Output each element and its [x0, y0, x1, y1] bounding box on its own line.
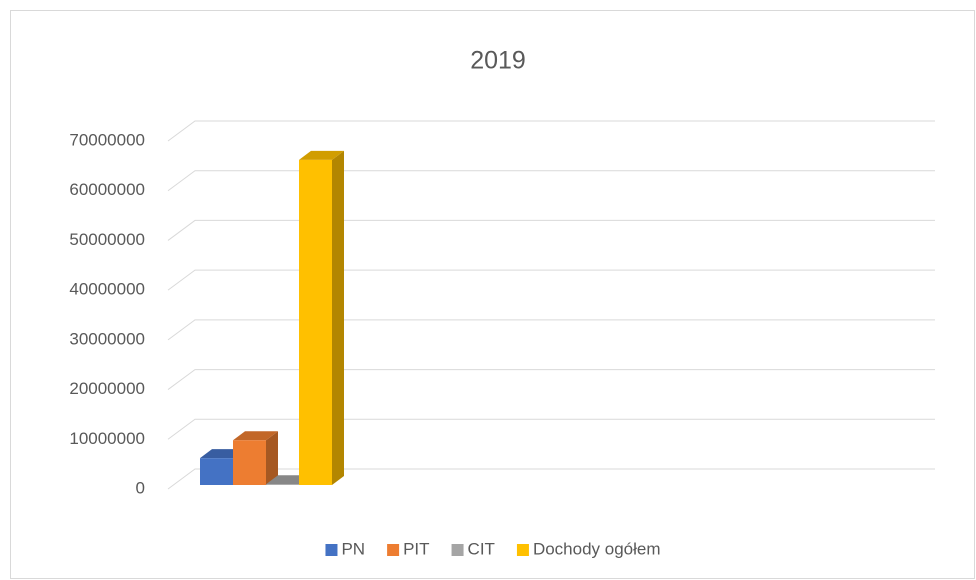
- y-tick-label: 20000000: [69, 379, 145, 398]
- bar-front: [233, 440, 266, 485]
- legend-swatch: [387, 544, 400, 556]
- bar-top: [233, 431, 278, 441]
- bar-side: [332, 150, 344, 485]
- bar: [233, 431, 278, 485]
- y-tick-label: 30000000: [69, 329, 145, 348]
- grid-line: [167, 468, 935, 490]
- y-tick-label: 50000000: [69, 230, 145, 249]
- bar-front: [200, 458, 233, 485]
- legend-label: CIT: [468, 539, 495, 558]
- y-tick-label: 10000000: [69, 429, 145, 448]
- legend-swatch: [516, 544, 529, 556]
- grid-line: [167, 369, 935, 390]
- y-tick-label: 70000000: [69, 130, 145, 149]
- grid-line: [167, 319, 935, 341]
- chart-border: [10, 10, 975, 579]
- legend-label: PN: [341, 539, 365, 558]
- bar: [299, 150, 344, 485]
- chart-title: 2019: [470, 47, 526, 75]
- y-tick-label: 40000000: [69, 280, 145, 299]
- grid-line: [167, 219, 935, 241]
- legend-label: PIT: [403, 539, 429, 558]
- grid-line: [167, 269, 935, 291]
- grid-line: [167, 418, 935, 440]
- grid-line: [167, 120, 935, 142]
- legend-swatch: [451, 544, 464, 556]
- bar-front: [266, 484, 299, 485]
- bar-side: [266, 431, 278, 485]
- bar-top: [299, 150, 344, 160]
- bar-front: [299, 159, 332, 485]
- y-tick-label: 60000000: [69, 180, 145, 199]
- legend-label: Dochody ogółem: [533, 539, 661, 558]
- y-tick-label: 0: [136, 478, 145, 497]
- legend-swatch: [325, 544, 338, 556]
- grid-line: [167, 170, 935, 192]
